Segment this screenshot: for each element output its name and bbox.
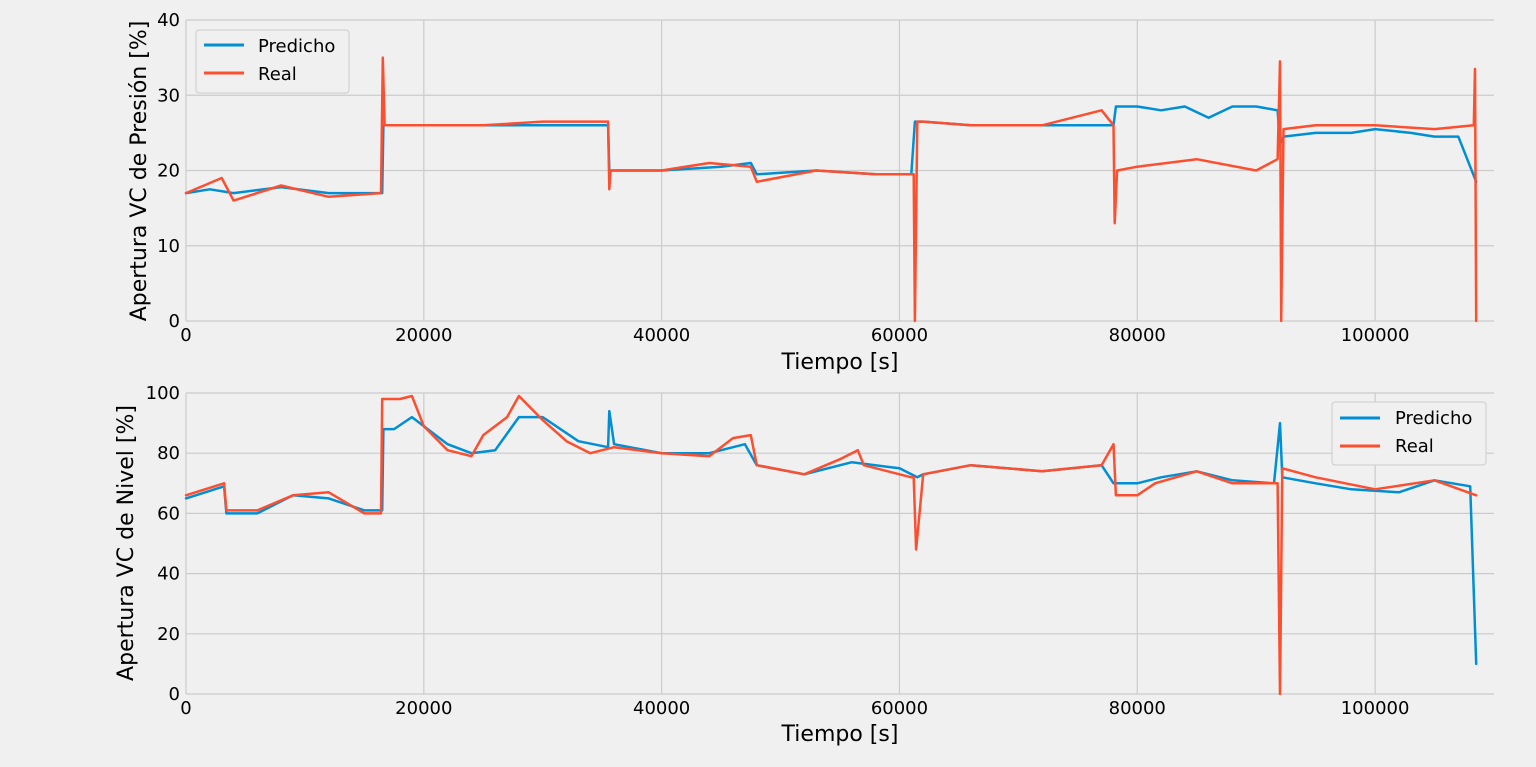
pressure-xtick-label: 80000 — [1109, 325, 1166, 346]
level-xtick-label: 80000 — [1109, 698, 1166, 719]
pressure-xtick-label: 0 — [180, 325, 191, 346]
level-xlabel: Tiempo [s] — [781, 722, 899, 747]
pressure-series — [184, 56, 1478, 323]
pressure-legend-label-predicho: Predicho — [258, 36, 335, 57]
level-ytick-label: 40 — [157, 564, 180, 585]
pressure-xtick-label: 100000 — [1341, 325, 1410, 346]
level-ytick-label: 60 — [157, 503, 180, 524]
level-series-predicho-line — [184, 409, 1478, 666]
pressure-xtick-label: 20000 — [395, 325, 452, 346]
pressure-legend-label-real: Real — [258, 64, 297, 85]
level-xtick-label: 0 — [180, 698, 191, 719]
level-ytick-label: 0 — [169, 684, 180, 705]
pressure-ytick-label: 0 — [169, 311, 180, 332]
level-xtick-label: 40000 — [633, 698, 690, 719]
pressure-ytick-label: 20 — [157, 161, 180, 182]
level-legend: Predicho Real — [1331, 401, 1487, 466]
level-series — [184, 394, 1478, 696]
level-legend-label-predicho: Predicho — [1395, 408, 1472, 429]
pressure-xlabel: Tiempo [s] — [781, 350, 899, 375]
level-ylabel: Apertura VC de Nivel [%] — [114, 405, 139, 681]
pressure-ticks: 0 20000 40000 60000 80000 100000 0 10 20 30 40 — [157, 10, 1409, 346]
level-ytick-label: 100 — [146, 383, 180, 404]
level-legend-label-real: Real — [1395, 436, 1434, 457]
pressure-ytick-label: 40 — [157, 10, 180, 31]
level-xtick-label: 20000 — [395, 698, 452, 719]
level-xtick-label: 60000 — [871, 698, 928, 719]
chart-level: 0 20000 40000 60000 80000 100000020406080100 … — [114, 383, 1494, 747]
pressure-ylabel: Apertura VC de Presión [%] — [127, 21, 152, 322]
pressure-ytick-label: 10 — [157, 236, 180, 257]
level-ytick-label: 20 — [157, 624, 180, 645]
pressure-xtick-label: 60000 — [871, 325, 928, 346]
level-series-real-line — [184, 394, 1478, 696]
pressure-legend: Predicho Real — [195, 29, 350, 94]
pressure-ytick-label: 30 — [157, 85, 180, 106]
level-xtick-label: 100000 — [1341, 698, 1410, 719]
chart-pressure: 0 20000 40000 60000 80000 100000 0 10 20 30 40 Tie… — [127, 10, 1494, 375]
pressure-xtick-label: 40000 — [633, 325, 690, 346]
level-ticks: 0 20000 40000 60000 80000 100000 0 20 40 60 80 100 — [146, 383, 1410, 719]
pressure-grid — [185, 19, 1494, 322]
level-ytick-label: 80 — [157, 443, 180, 464]
pressure-series-real-line — [184, 56, 1478, 323]
